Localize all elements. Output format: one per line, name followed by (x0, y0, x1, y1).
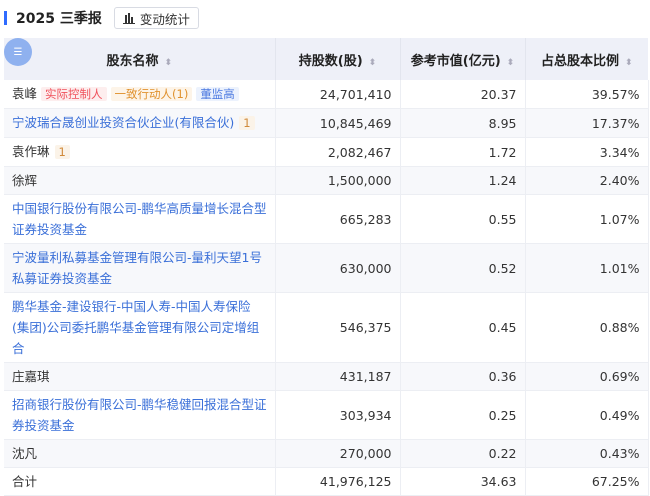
holder-name[interactable]: 鹏华基金-建设银行-中国人寿-中国人寿保险(集团)公司委托鹏华基金管理有限公司定… (12, 299, 260, 356)
ratio-cell: 1.07% (525, 194, 649, 244)
total-label: 合计 (4, 467, 276, 496)
market-value-cell: 0.55 (400, 194, 526, 244)
accent-bar (4, 11, 7, 25)
change-stats-label: 变动统计 (139, 11, 190, 27)
holder-name[interactable]: 宁波量利私募基金管理有限公司-量利天望1号私募证券投资基金 (12, 250, 262, 286)
concert-group-badge: 1 (239, 116, 255, 130)
concert-group-badge: 1 (54, 145, 70, 159)
holder-tag: 董监高 (196, 87, 239, 101)
market-value-cell: 0.52 (400, 243, 526, 293)
holder-name-cell: 沈凡 (4, 439, 276, 468)
shares-cell: 10,845,469 (275, 108, 401, 138)
section-header: 2025 三季报 变动统计 (0, 0, 650, 36)
shares-cell: 665,283 (275, 194, 401, 244)
ratio-cell: 0.43% (525, 439, 649, 468)
holder-name: 庄嘉琪 (12, 369, 50, 384)
holder-tag: 实际控制人 (41, 87, 107, 101)
change-stats-button[interactable]: 变动统计 (113, 7, 199, 29)
table-row: 宁波瑞合晟创业投资合伙企业(有限合伙) 1 10,845,469 8.95 17.… (4, 108, 649, 138)
column-header[interactable]: 持股数(股) ⬍ (275, 38, 401, 80)
sort-icon[interactable]: ⬍ (624, 57, 633, 68)
ratio-cell: 0.49% (525, 390, 649, 440)
column-label: 股东名称 (106, 53, 159, 69)
holder-name: 袁作琳 (12, 144, 50, 159)
shares-cell: 546,375 (275, 292, 401, 363)
market-value-cell: 20.37 (400, 80, 526, 109)
market-value-cell: 0.25 (400, 390, 526, 440)
holder-name-cell: 庄嘉琪 (4, 362, 276, 391)
table-row: 招商银行股份有限公司-鹏华稳健回报混合型证券投资基金 303,934 0.25 … (4, 390, 649, 440)
holder-tag: 一致行动人(1) (110, 87, 193, 101)
market-value-cell: 0.22 (400, 439, 526, 468)
shares-cell: 2,082,467 (275, 137, 401, 167)
holder-name-cell: 招商银行股份有限公司-鹏华稳健回报混合型证券投资基金 (4, 390, 276, 440)
report-title: 2025 三季报 (16, 11, 102, 27)
holder-name[interactable]: 中国银行股份有限公司-鹏华高质量增长混合型证券投资基金 (12, 201, 267, 237)
holder-name[interactable]: 宁波瑞合晟创业投资合伙企业(有限合伙) (12, 115, 235, 130)
holder-name[interactable]: 招商银行股份有限公司-鹏华稳健回报混合型证券投资基金 (12, 397, 267, 433)
holder-name: 徐辉 (12, 173, 38, 188)
table-row: 宁波量利私募基金管理有限公司-量利天望1号私募证券投资基金 630,000 0.… (4, 243, 649, 293)
bar-chart-icon (122, 12, 135, 24)
holder-name-cell: 鹏华基金-建设银行-中国人寿-中国人寿保险(集团)公司委托鹏华基金管理有限公司定… (4, 292, 276, 363)
shares-cell: 303,934 (275, 390, 401, 440)
shareholder-table: 股东名称 ⬍ 持股数(股) ⬍ 参考市值(亿元) ⬍ 占总股本比例 ⬍ 袁峰 实际控制人 一致行动… (4, 38, 649, 496)
market-value-cell: 8.95 (400, 108, 526, 138)
holder-name-cell: 袁峰 实际控制人 一致行动人(1) 董监高 (4, 80, 276, 109)
column-label: 占总股本比例 (540, 53, 619, 69)
holder-name: 沈凡 (12, 446, 38, 461)
table-row: 沈凡 270,000 0.22 0.43% (4, 439, 649, 468)
total-value: 34.63 (400, 467, 526, 496)
shares-cell: 1,500,000 (275, 166, 401, 195)
column-header[interactable]: 占总股本比例 ⬍ (525, 38, 648, 80)
column-label: 参考市值(亿元) (410, 53, 501, 69)
holder-name-cell: 袁作琳 1 (4, 137, 276, 167)
shares-cell: 630,000 (275, 243, 401, 293)
holder-name-cell: 宁波量利私募基金管理有限公司-量利天望1号私募证券投资基金 (4, 243, 276, 293)
shares-cell: 24,701,410 (275, 80, 401, 109)
shares-cell: 431,187 (275, 362, 401, 391)
table-row: 袁峰 实际控制人 一致行动人(1) 董监高 24,701,410 20.37 39.5… (4, 80, 649, 109)
sort-icon[interactable]: ⬍ (164, 57, 173, 68)
total-shares: 41,976,125 (275, 467, 401, 496)
table-row: 鹏华基金-建设银行-中国人寿-中国人寿保险(集团)公司委托鹏华基金管理有限公司定… (4, 292, 649, 363)
column-header[interactable]: 股东名称 ⬍ (4, 38, 276, 80)
ratio-cell: 2.40% (525, 166, 649, 195)
market-value-cell: 1.72 (400, 137, 526, 167)
ratio-cell: 1.01% (525, 243, 649, 293)
holder-name-cell: 宁波瑞合晟创业投资合伙企业(有限合伙) 1 (4, 108, 276, 138)
ratio-cell: 3.34% (525, 137, 649, 167)
column-label: 持股数(股) (298, 53, 363, 69)
table-row: 中国银行股份有限公司-鹏华高质量增长混合型证券投资基金 665,283 0.55… (4, 194, 649, 244)
holder-name: 袁峰 (12, 86, 38, 101)
ratio-cell: 0.88% (525, 292, 649, 363)
ratio-cell: 39.57% (525, 80, 649, 109)
column-header[interactable]: 参考市值(亿元) ⬍ (400, 38, 526, 80)
sort-icon[interactable]: ⬍ (368, 57, 377, 68)
table-row: 庄嘉琪 431,187 0.36 0.69% (4, 362, 649, 391)
total-ratio: 67.25% (525, 467, 649, 496)
holder-name-cell: 中国银行股份有限公司-鹏华高质量增长混合型证券投资基金 (4, 194, 276, 244)
table-row: 袁作琳 1 2,082,467 1.72 3.34% (4, 137, 649, 167)
holder-name-cell: 徐辉 (4, 166, 276, 195)
total-row: 合计 41,976,125 34.63 67.25% (4, 467, 649, 496)
sort-icon[interactable]: ⬍ (506, 57, 515, 68)
shares-cell: 270,000 (275, 439, 401, 468)
ratio-cell: 17.37% (525, 108, 649, 138)
table-row: 徐辉 1,500,000 1.24 2.40% (4, 166, 649, 195)
market-value-cell: 0.36 (400, 362, 526, 391)
filter-icon[interactable]: ☰ (4, 38, 32, 66)
ratio-cell: 0.69% (525, 362, 649, 391)
market-value-cell: 0.45 (400, 292, 526, 363)
market-value-cell: 1.24 (400, 166, 526, 195)
